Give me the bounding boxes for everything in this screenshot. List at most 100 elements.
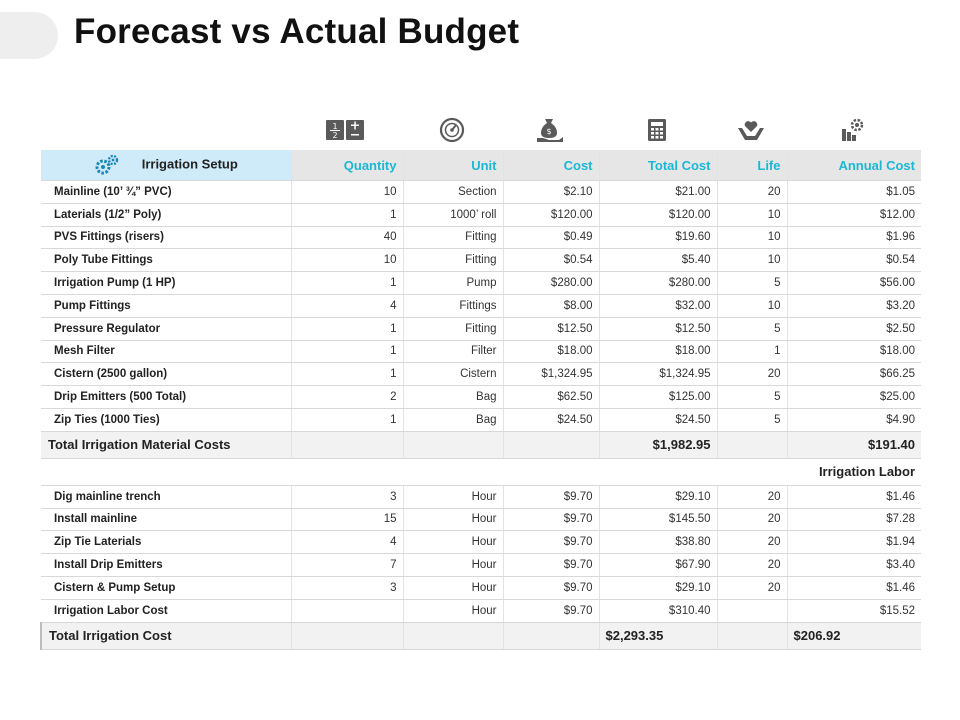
cell-unit: Hour [403,599,504,623]
cell-life: 10 [717,203,788,227]
cell-cost: $9.70 [503,599,600,623]
table-row: Zip Ties (1000 Ties) 1 Bag $24.50 $24.50 5 $4.… [41,408,921,432]
cell-qty: 15 [291,508,404,532]
cell-qty: 1 [291,340,404,364]
cell-life: 20 [717,485,788,509]
header-quantity: Quantity [291,150,404,181]
cell-qty: 1 [291,203,404,227]
cell-cost: $0.54 [503,248,600,273]
cell-life: 20 [717,362,788,387]
total-label: Total Irrigation Cost [40,622,292,650]
cell-cost: $12.50 [503,317,600,341]
cell-unit: 1000’ roll [403,203,504,227]
cell-cost: $62.50 [503,385,600,409]
table-row: Install mainline 15 Hour $9.70 $145.50 20 $7.2… [41,508,921,532]
item-name: Install Drip Emitters [41,553,292,577]
cell-annual: $7.28 [787,508,921,532]
cell-qty: 4 [291,530,404,555]
table-row: Cistern & Pump Setup 3 Hour $9.70 $29.10 20 $1… [41,576,921,600]
cell-unit: Fitting [403,226,504,250]
heart-hand-icon [716,112,786,148]
item-name: Cistern & Pump Setup [41,576,292,600]
item-name: Mainline (10’ ¾” PVC) [41,180,292,204]
item-name: Pressure Regulator [41,317,292,341]
empty-cell [291,622,404,650]
cell-total: $18.00 [599,340,718,364]
cell-total: $145.50 [599,508,718,532]
item-name: Laterials (1/2” Poly) [41,203,292,227]
material-total-row: Total Irrigation Material Costs $1,982.95… [41,431,921,459]
cell-total: $67.90 [599,553,718,577]
cell-cost: $18.00 [503,340,600,364]
column-icon-row: 1 2 $ [0,112,960,148]
cell-annual: $18.00 [787,340,921,364]
empty-cell [717,431,788,459]
title-tab-decoration [0,12,58,59]
fraction-calculator-icon: 1 2 [290,112,402,148]
cell-qty: 1 [291,271,404,295]
cell-life: 20 [717,508,788,532]
item-name: Zip Tie Laterials [41,530,292,555]
cell-total: $32.00 [599,294,718,318]
table-row: Mesh Filter 1 Filter $18.00 $18.00 1 $18.00 [41,340,921,364]
empty-cell [291,431,404,459]
cell-qty [291,599,404,623]
item-name: Irrigation Pump (1 HP) [41,271,292,295]
cell-annual: $1.94 [787,530,921,555]
cell-unit: Bag [403,408,504,432]
cell-qty: 1 [291,408,404,432]
cell-unit: Fittings [403,294,504,318]
table-row: Irrigation Pump (1 HP) 1 Pump $280.00 $280.0… [41,271,921,295]
cell-qty: 1 [291,362,404,387]
total-label: Total Irrigation Material Costs [41,431,292,459]
cell-annual: $1.05 [787,180,921,204]
cell-cost: $9.70 [503,553,600,577]
cell-life: 20 [717,180,788,204]
cell-total: $24.50 [599,408,718,432]
svg-text:$: $ [546,127,551,136]
cell-life: 10 [717,248,788,273]
cell-cost: $9.70 [503,530,600,555]
cell-unit: Hour [403,553,504,577]
item-name: Cistern (2500 gallon) [41,362,292,387]
cell-total: $29.10 [599,485,718,509]
table-row: Cistern (2500 gallon) 1 Cistern $1,324.95 $1… [41,362,921,387]
cell-qty: 40 [291,226,404,250]
cell-unit: Fitting [403,248,504,273]
cell-annual: $1.46 [787,576,921,600]
table-row: Zip Tie Laterials 4 Hour $9.70 $38.80 20 $1.94 [41,530,921,555]
cell-unit: Filter [403,340,504,364]
annual-cost-value: $206.92 [787,622,921,650]
budget-table: Irrigation Setup Quantity Unit Cost Tota… [40,150,921,650]
cell-annual: $56.00 [787,271,921,295]
cell-cost: $24.50 [503,408,600,432]
header-label: Irrigation Setup [141,156,238,172]
cell-cost: $280.00 [503,271,600,295]
cell-annual: $66.25 [787,362,921,387]
item-name: Mesh Filter [41,340,292,364]
cell-qty: 3 [291,576,404,600]
svg-text:2: 2 [332,131,337,140]
page-title: Forecast vs Actual Budget [74,12,520,51]
cell-unit: Hour [403,530,504,555]
cell-qty: 10 [291,248,404,273]
cell-life: 20 [717,530,788,555]
total-cost-value: $1,982.95 [599,431,718,459]
cell-total: $125.00 [599,385,718,409]
cell-annual: $0.54 [787,248,921,273]
cell-annual: $1.96 [787,226,921,250]
cell-life: 20 [717,553,788,577]
cell-cost: $9.70 [503,576,600,600]
cell-unit: Hour [403,576,504,600]
empty-cell [503,431,600,459]
table-row: Poly Tube Fittings 10 Fitting $0.54 $5.40 10 $… [41,248,921,273]
header-unit: Unit [403,150,504,181]
table-row: Install Drip Emitters 7 Hour $9.70 $67.90 20 $… [41,553,921,577]
cell-total: $310.40 [599,599,718,623]
cell-annual: $15.52 [787,599,921,623]
item-name: Poly Tube Fittings [41,248,292,273]
cell-total: $12.50 [599,317,718,341]
header-life: Life [717,150,788,181]
cell-total: $120.00 [599,203,718,227]
cell-qty: 2 [291,385,404,409]
